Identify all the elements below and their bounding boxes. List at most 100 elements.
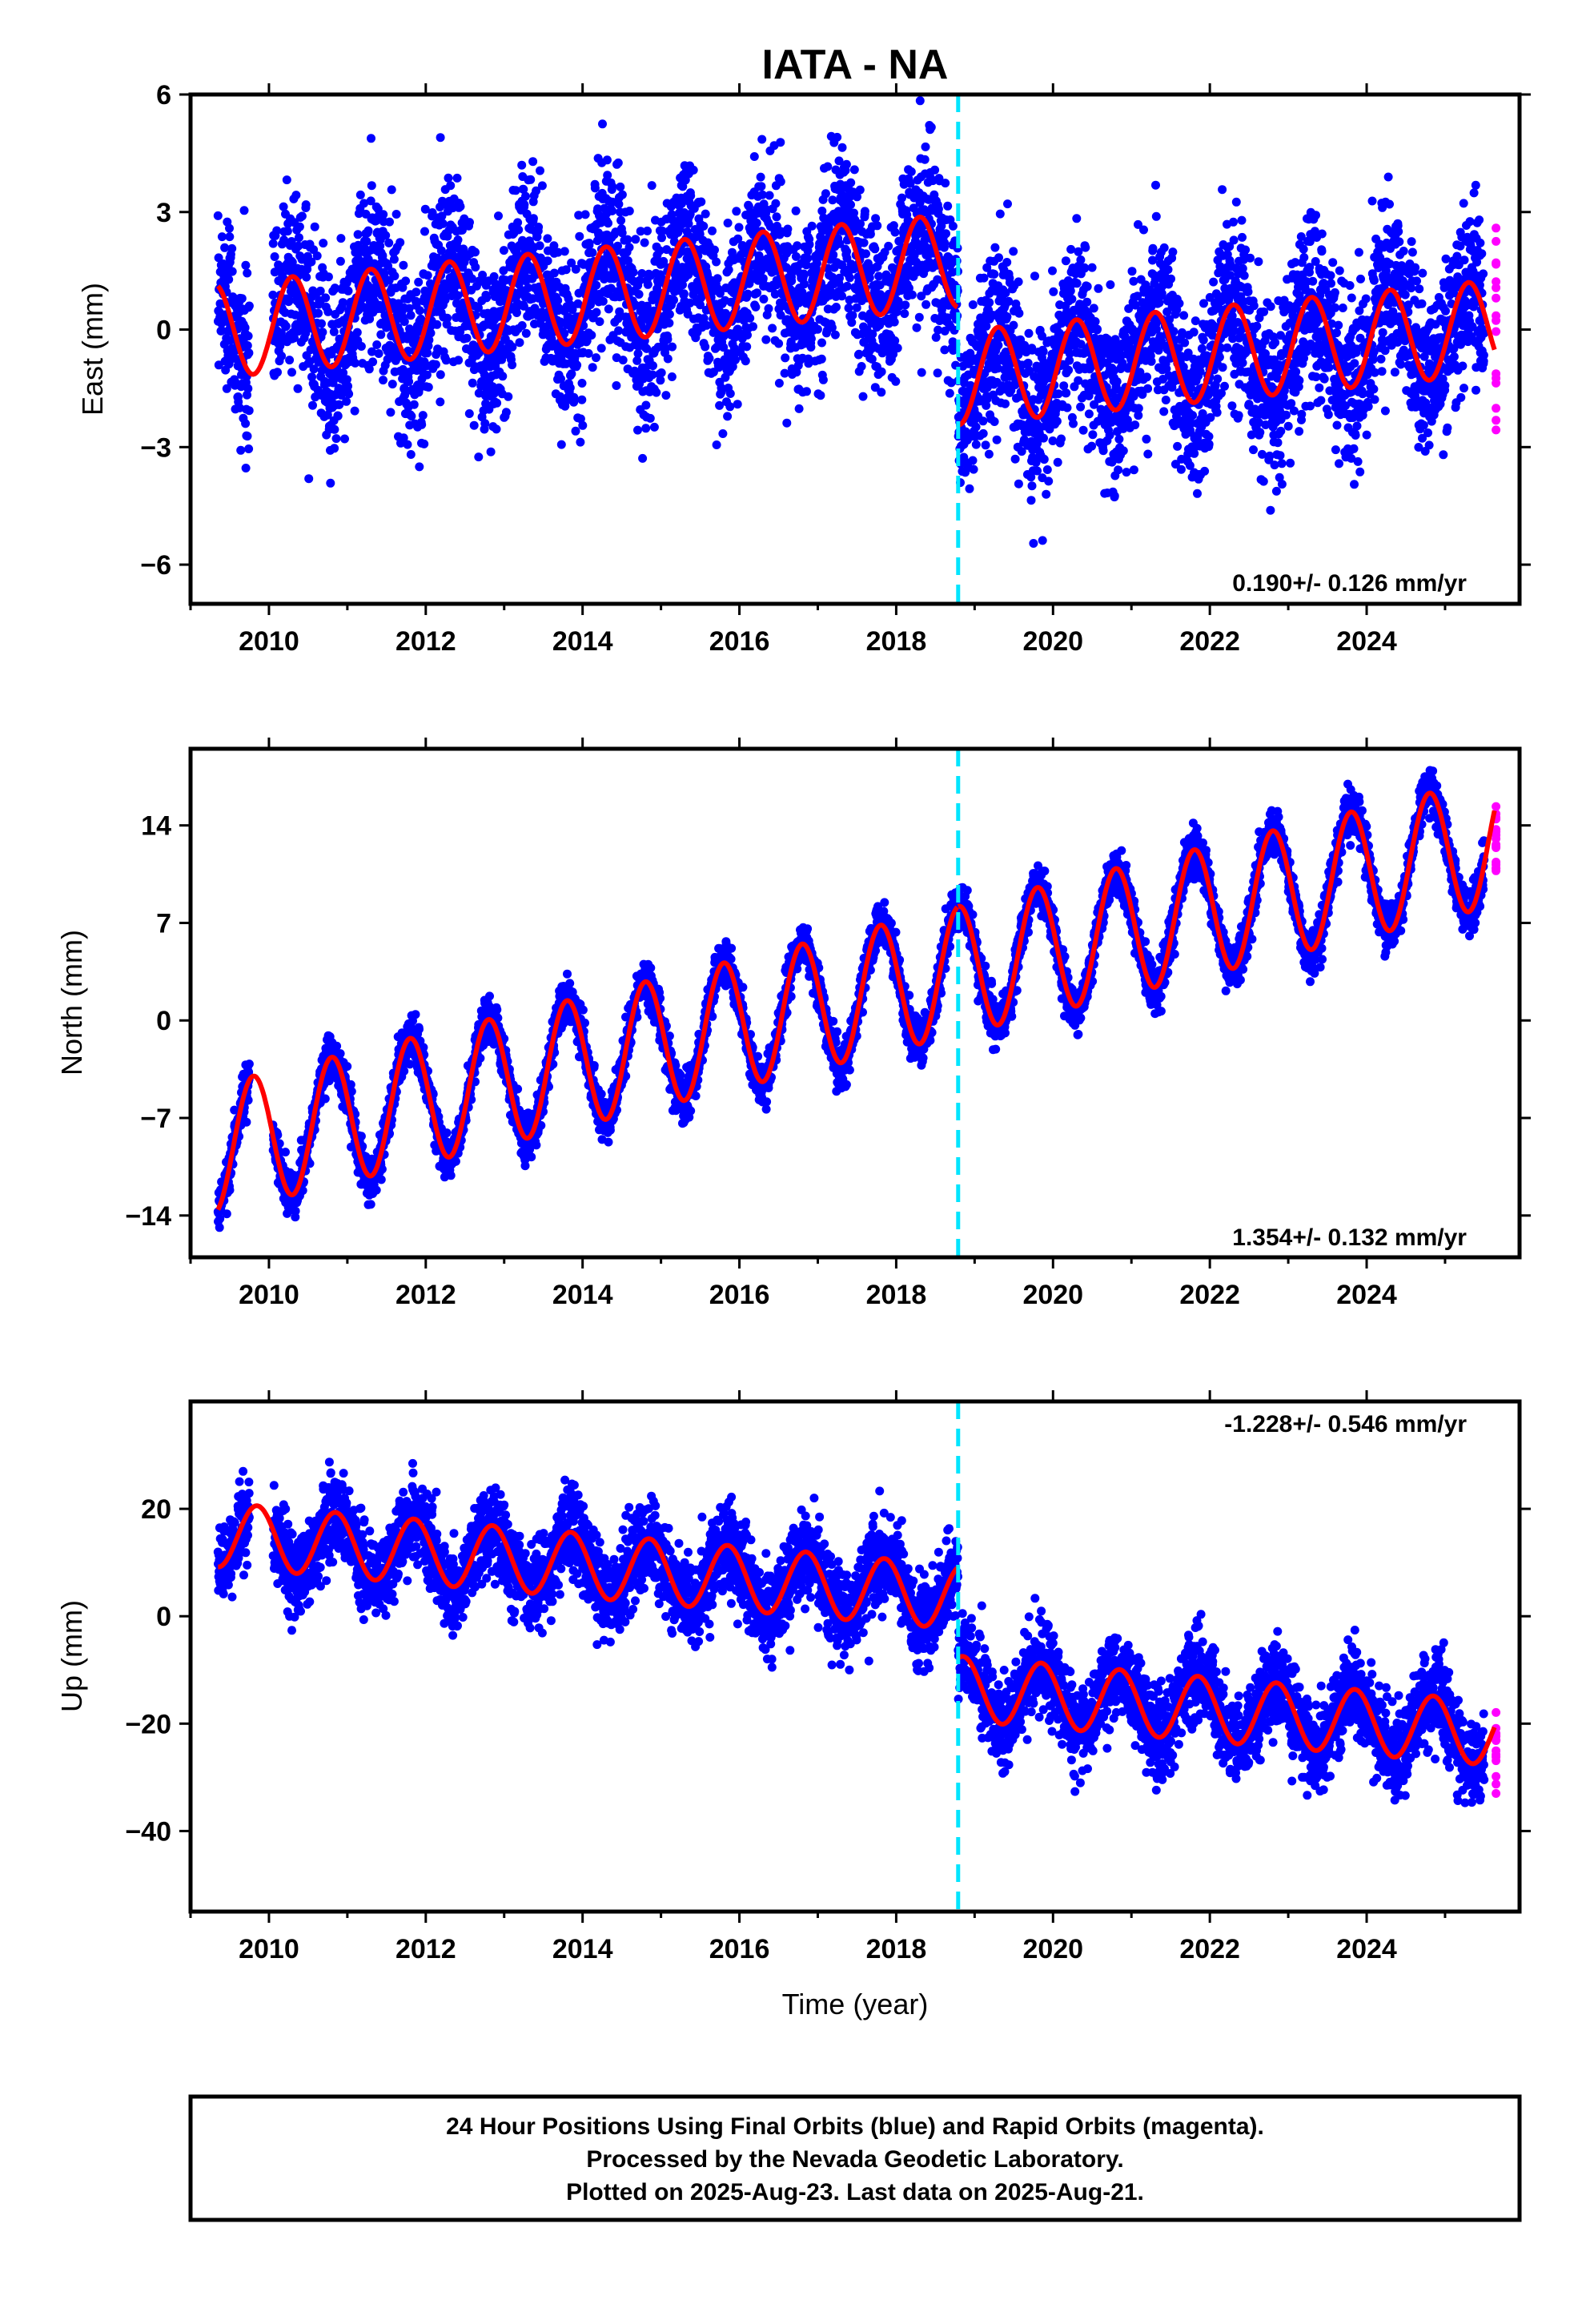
east-final-point [228, 267, 237, 276]
east-final-point [665, 310, 674, 319]
east-final-point [1209, 278, 1218, 287]
east-final-point [578, 421, 587, 430]
east-final-point [1193, 489, 1202, 498]
east-final-point [713, 274, 722, 283]
east-final-point [1069, 420, 1078, 428]
east-final-point [669, 296, 678, 304]
east-final-point [1040, 455, 1049, 464]
east-final-point [1259, 308, 1268, 316]
east-final-point [244, 332, 253, 340]
east-final-point [1038, 536, 1047, 545]
east-final-point [585, 239, 594, 247]
east-final-point [298, 211, 307, 220]
east-final-point [1276, 451, 1285, 460]
east-final-point [1215, 353, 1224, 362]
east-final-point [1072, 214, 1081, 223]
east-final-point [330, 425, 339, 434]
east-final-point [710, 246, 719, 255]
east-final-point [603, 155, 612, 164]
east-final-point [1180, 339, 1189, 348]
east-final-point [560, 247, 569, 255]
east-final-point [344, 389, 353, 398]
east-final-point [1081, 243, 1090, 252]
east-final-point [453, 174, 462, 183]
east-final-point [701, 343, 709, 352]
east-final-point [861, 249, 870, 258]
east-final-point [1130, 465, 1138, 474]
east-final-point [1130, 420, 1139, 429]
east-final-point [1179, 311, 1188, 320]
east-final-point [917, 368, 926, 377]
east-final-point [608, 207, 616, 215]
east-final-point [629, 268, 638, 277]
east-final-point [782, 419, 791, 428]
east-final-point [436, 370, 445, 379]
east-final-point [913, 324, 921, 332]
east-final-point [603, 171, 612, 179]
east-final-point [283, 175, 291, 184]
east-final-point [420, 227, 429, 236]
east-final-point [652, 388, 661, 397]
east-final-point [650, 423, 659, 432]
east-final-point [1090, 304, 1098, 312]
east-final-point [1076, 255, 1085, 264]
east-final-point [1087, 442, 1096, 451]
east-final-point [1039, 434, 1048, 443]
east-final-point [471, 247, 480, 256]
east-final-point [514, 226, 523, 235]
east-final-point [470, 421, 479, 430]
east-final-point [1166, 275, 1175, 283]
east-final-point [396, 238, 404, 247]
east-final-point [1246, 254, 1255, 263]
east-final-point [732, 207, 741, 215]
east-final-point [1249, 445, 1258, 454]
east-final-point [994, 253, 1003, 262]
east-final-point [861, 207, 869, 215]
east-final-point [776, 138, 785, 147]
east-final-point [243, 432, 252, 440]
east-final-point [821, 189, 830, 198]
east-final-point [287, 368, 296, 376]
east-final-point [759, 295, 768, 304]
east-final-point [295, 233, 303, 242]
east-final-point [781, 369, 789, 378]
east-final-point [504, 392, 512, 401]
east-final-point [343, 382, 352, 391]
east-final-point [921, 155, 930, 164]
east-final-point [843, 282, 852, 291]
east-final-point [588, 363, 597, 372]
east-final-point [807, 335, 816, 344]
east-final-point [592, 353, 600, 362]
east-final-point [996, 210, 1005, 219]
east-final-point [553, 296, 562, 305]
east-final-point [751, 303, 760, 312]
east-final-point [1002, 312, 1011, 321]
east-final-point [877, 368, 886, 376]
east-final-point [522, 329, 531, 338]
east-final-point [241, 419, 250, 428]
east-final-point [857, 362, 866, 371]
east-final-point [520, 200, 528, 209]
east-final-point [1265, 452, 1274, 460]
east-final-point [1168, 247, 1177, 256]
east-final-point [1213, 375, 1222, 384]
east-final-point [372, 340, 381, 349]
east-final-point [1106, 431, 1114, 440]
east-final-point [581, 210, 590, 219]
east-final-point [314, 309, 323, 318]
east-final-point [750, 152, 759, 161]
east-final-point [1259, 477, 1268, 486]
east-final-point [487, 448, 496, 456]
east-final-point [342, 397, 351, 406]
east-final-point [492, 399, 501, 408]
east-final-point [648, 361, 657, 370]
east-final-point [813, 325, 822, 334]
east-final-point [572, 427, 580, 436]
east-final-point [800, 271, 809, 279]
east-final-point [664, 335, 673, 344]
east-final-point [285, 356, 294, 364]
east-final-point [765, 304, 773, 313]
east-final-point [443, 314, 452, 323]
east-final-point [640, 239, 649, 247]
east-final-point [1232, 198, 1241, 207]
